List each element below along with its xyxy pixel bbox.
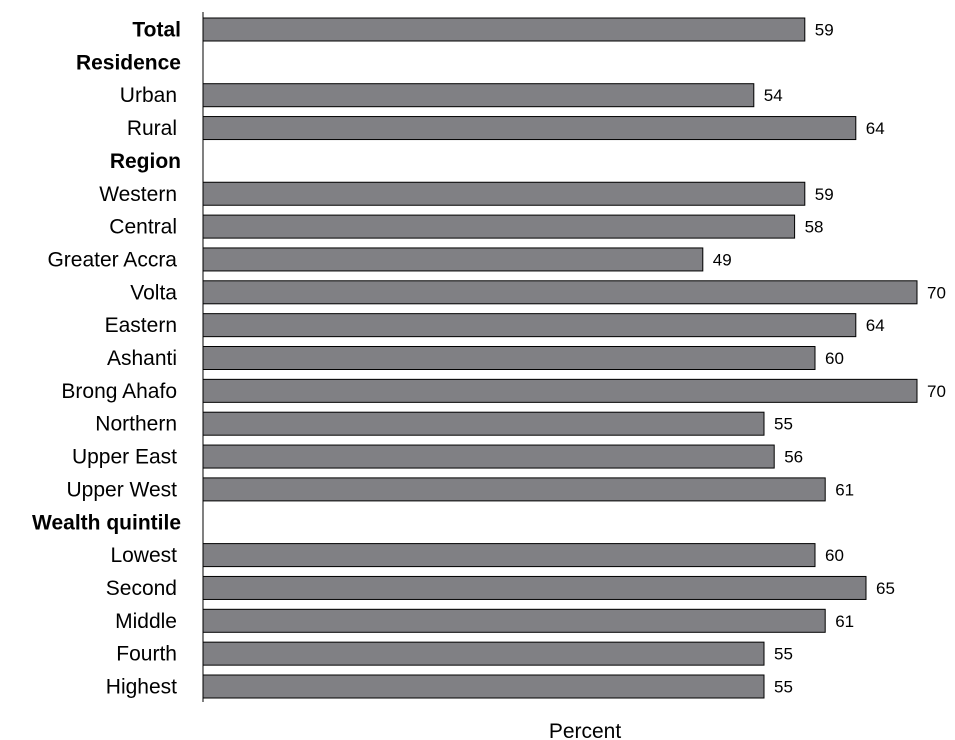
category-label-highest: Highest (106, 676, 177, 699)
chart-rows: Total 59 Residence Urban 54 Rural 64 Region West… (32, 17, 946, 699)
bar-total (202, 17, 806, 42)
bar-urban (202, 83, 755, 108)
category-label-central: Central (109, 216, 177, 239)
value-label-volta: 70 (927, 283, 946, 302)
category-label-volta: Volta (130, 281, 177, 304)
bar-western (202, 181, 806, 206)
group-heading-region: Region (110, 150, 181, 173)
value-label-highest: 55 (774, 678, 793, 697)
category-label-middle: Middle (115, 610, 177, 633)
value-label-northern: 55 (774, 415, 793, 434)
bar-upper-east (202, 444, 775, 469)
value-label-second: 65 (876, 579, 895, 598)
category-label-upper-east: Upper East (72, 446, 177, 469)
bar-greater-accra (202, 247, 704, 272)
bar-volta (202, 280, 918, 305)
category-label-upper-west: Upper West (67, 478, 178, 501)
bar-highest (202, 674, 765, 699)
bar-ashanti (202, 346, 816, 370)
value-label-ashanti: 60 (825, 349, 844, 368)
category-label-eastern: Eastern (105, 314, 177, 337)
bar-brong-ahafo (202, 378, 918, 403)
value-label-fourth: 55 (774, 645, 793, 664)
value-label-greater-accra: 49 (713, 250, 732, 269)
category-label-greater-accra: Greater Accra (47, 248, 177, 271)
value-label-eastern: 64 (866, 316, 885, 335)
category-label-second: Second (106, 577, 177, 600)
category-label-fourth: Fourth (116, 643, 177, 666)
value-label-rural: 64 (866, 119, 885, 138)
value-label-total: 59 (815, 21, 834, 40)
value-label-lowest: 60 (825, 546, 844, 565)
bar-fourth (202, 641, 765, 666)
bar-northern (202, 411, 765, 436)
group-heading-residence: Residence (76, 51, 181, 74)
value-label-urban: 54 (764, 86, 783, 105)
bar-lowest (202, 543, 816, 568)
value-label-upper-west: 61 (835, 480, 854, 499)
group-heading-total: Total (132, 19, 181, 42)
value-label-upper-east: 56 (784, 448, 803, 467)
category-label-western: Western (99, 183, 177, 206)
category-label-northern: Northern (95, 413, 177, 436)
category-label-lowest: Lowest (110, 544, 177, 567)
category-label-rural: Rural (127, 117, 177, 140)
value-label-middle: 61 (835, 612, 854, 631)
x-axis-label: Percent (549, 720, 622, 740)
bar-upper-west (202, 477, 826, 502)
value-label-brong-ahafo: 70 (927, 382, 946, 401)
bar-eastern (202, 313, 857, 338)
value-label-western: 59 (815, 185, 834, 204)
bar-rural (202, 116, 857, 141)
category-label-brong-ahafo: Brong Ahafo (61, 380, 177, 403)
bar-second (202, 575, 867, 600)
category-label-ashanti: Ashanti (107, 347, 177, 370)
value-label-central: 58 (805, 218, 824, 237)
bar-middle (202, 608, 826, 633)
group-heading-wealth-quintile: Wealth quintile (32, 511, 181, 534)
category-label-urban: Urban (120, 84, 177, 107)
bar-central (202, 214, 796, 239)
